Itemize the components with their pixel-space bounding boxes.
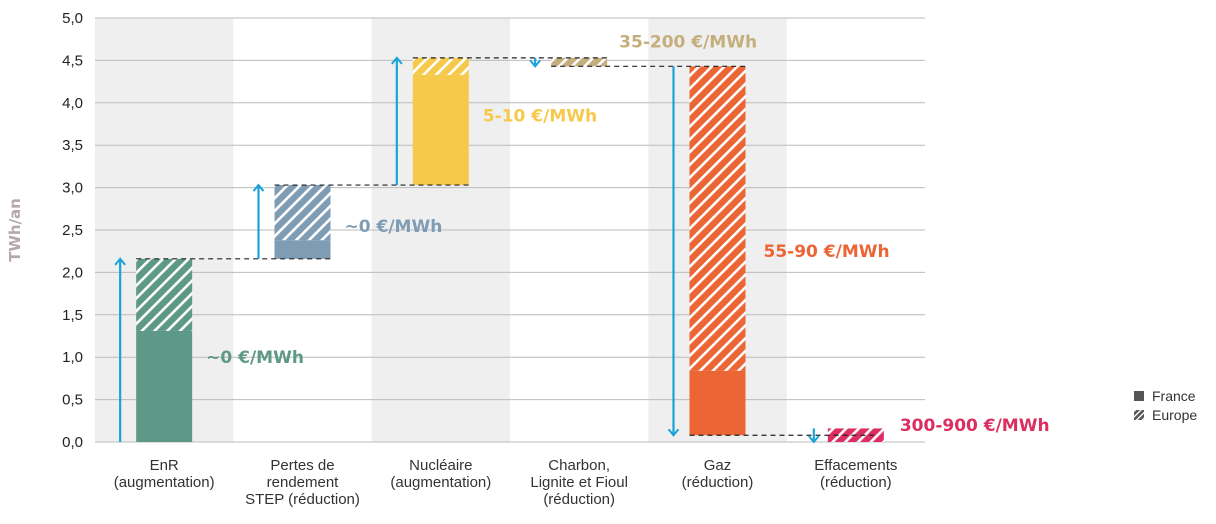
connectors (136, 57, 874, 436)
bar-france (412, 74, 469, 186)
cost-annotation: ~0 €/MWh (345, 217, 443, 237)
legend-swatch-europe (1134, 410, 1144, 420)
legend: France Europe (1134, 388, 1197, 423)
bar-europe (689, 66, 746, 371)
arrow-head (808, 435, 820, 444)
y-tick-label: 4,0 (62, 95, 83, 112)
cost-annotations: ~0 €/MWh ~0 €/MWh 5-10 €/MWh 35-200 €/MWh 55… (206, 33, 1049, 436)
y-tick-label: 0,0 (62, 434, 83, 451)
bar-europe (551, 57, 608, 67)
category-labels: EnR(augmentation)Pertes derendementSTEP … (114, 457, 898, 508)
y-tick-label: 2,5 (62, 222, 83, 239)
y-tick-label: 3,5 (62, 137, 83, 154)
gridlines (95, 17, 925, 443)
arrow-head (391, 56, 403, 65)
legend-label-france: France (1152, 388, 1196, 404)
cost-annotation: 55-90 €/MWh (764, 242, 890, 262)
arrow-head (252, 183, 265, 192)
category-label: Lignite et Fioul (530, 474, 628, 491)
bar-europe (412, 57, 469, 75)
arrow-head (529, 59, 541, 68)
category-label: Charbon, (548, 457, 610, 474)
category-label: Effacements (814, 457, 897, 474)
y-tick-labels: 0,0 0,5 1,0 1,5 2,0 2,5 3,0 3,5 4,0 4,5 5,0 (62, 10, 83, 451)
category-label: (réduction) (820, 474, 892, 491)
cost-annotation: 35-200 €/MWh (619, 33, 757, 53)
category-label: STEP (réduction) (245, 491, 360, 508)
legend-swatch-france (1134, 391, 1144, 401)
category-label: Nucléaire (409, 457, 472, 474)
category-label: (augmentation) (114, 474, 215, 491)
category-label: rendement (267, 474, 340, 491)
cost-annotation: ~0 €/MWh (206, 348, 304, 368)
bars (136, 57, 884, 442)
cost-annotation: 5-10 €/MWh (483, 107, 597, 127)
legend-label-europe: Europe (1152, 407, 1197, 423)
category-label: (réduction) (543, 491, 615, 508)
category-label: Gaz (704, 457, 732, 474)
cost-annotation: 300-900 €/MWh (900, 416, 1050, 436)
arrow-head (667, 428, 680, 437)
y-tick-label: 5,0 (62, 10, 83, 27)
arrow-head (114, 257, 126, 266)
bar-france (689, 370, 746, 436)
category-label: (réduction) (682, 474, 754, 491)
category-label: Pertes de (270, 457, 334, 474)
y-tick-label: 0,5 (62, 392, 83, 409)
bar-france (136, 330, 193, 442)
y-tick-label: 2,0 (62, 264, 83, 281)
bar-europe (274, 185, 331, 241)
bar-france (274, 240, 331, 259)
y-tick-label: 1,5 (62, 307, 83, 324)
category-label: (augmentation) (390, 474, 491, 491)
bar-europe (136, 258, 193, 331)
y-tick-label: 3,0 (62, 180, 83, 197)
y-tick-label: 4,5 (62, 52, 83, 69)
arrows (114, 56, 820, 444)
y-axis-label: TWh/an (6, 198, 24, 262)
y-tick-label: 1,0 (62, 349, 83, 366)
category-label: EnR (150, 457, 179, 474)
